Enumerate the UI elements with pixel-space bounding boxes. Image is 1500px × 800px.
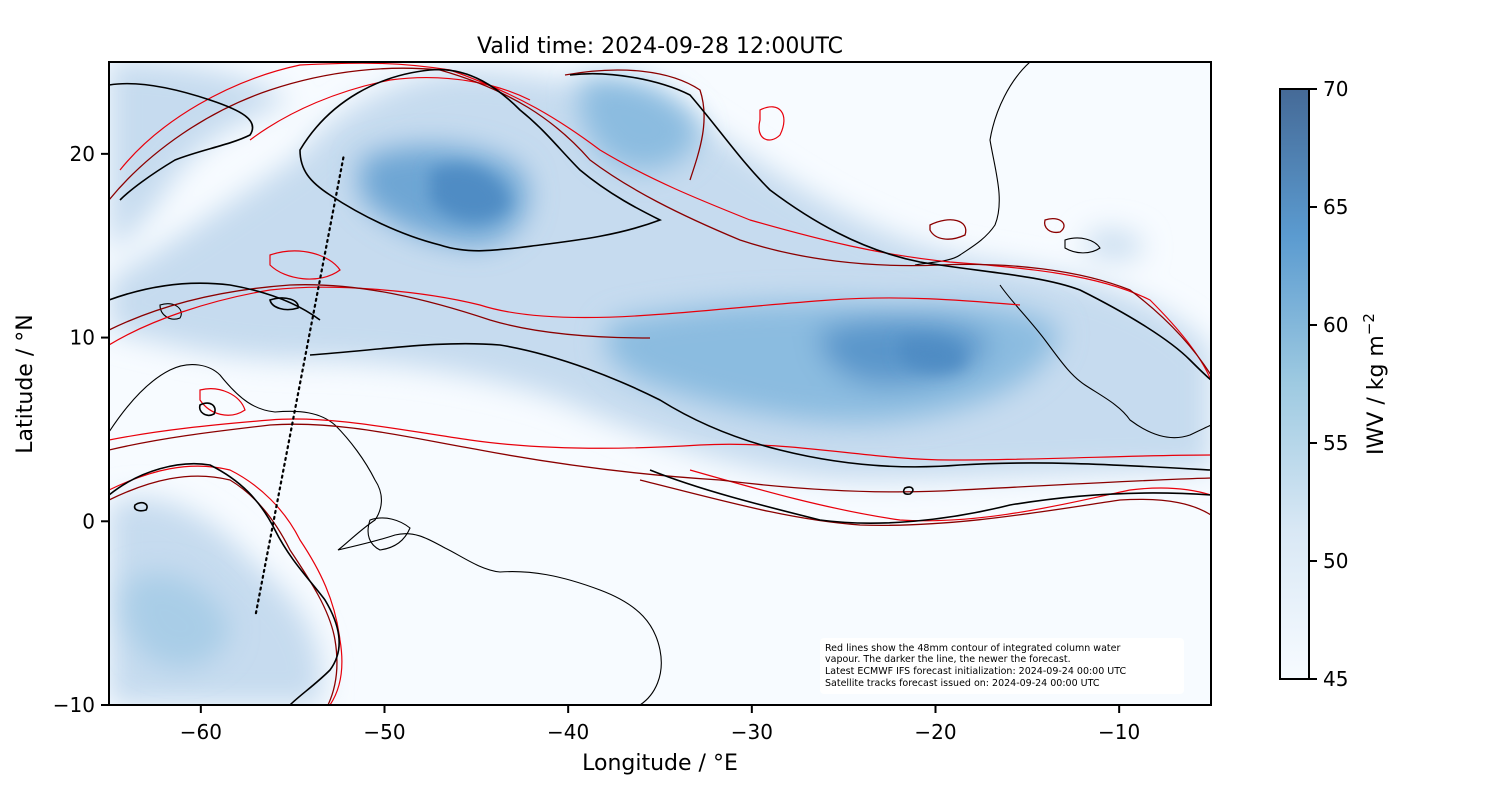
annotation-line: Latest ECMWF IFS forecast initialization… <box>825 666 1126 677</box>
colorbar-ticks: 45 50 55 60 65 70 <box>1309 77 1348 691</box>
y-tick-label: 20 <box>70 142 95 166</box>
annotation-line: Red lines show the 48mm contour of integ… <box>825 643 1120 654</box>
map-frame <box>108 61 1212 706</box>
x-tick-label: −30 <box>731 720 773 744</box>
annotation-box: Red lines show the 48mm contour of integ… <box>820 638 1184 694</box>
colorbar-tick-label: 45 <box>1323 667 1348 691</box>
x-tick-label: −20 <box>914 720 956 744</box>
iwv-shading <box>109 62 1211 705</box>
map-plot-area: Red lines show the 48mm contour of integ… <box>109 62 1211 705</box>
coastlines <box>109 62 1211 705</box>
x-axis-label: Longitude / °E <box>582 751 738 776</box>
x-tick-label: −40 <box>547 720 589 744</box>
map-title: Valid time: 2024-09-28 12:00UTC <box>477 34 843 59</box>
x-tick-label: −10 <box>1098 720 1140 744</box>
colorbar-tick-label: 65 <box>1323 195 1348 219</box>
x-tick-label: −60 <box>180 720 222 744</box>
colorbar-tick-label: 70 <box>1323 77 1348 101</box>
annotation-box-background <box>820 638 1184 694</box>
y-tick-label: 10 <box>70 326 95 350</box>
colorbar-label: IWV / kg m−2 <box>1360 313 1389 455</box>
x-tick-label: −50 <box>363 720 405 744</box>
colorbar-label-text: IWV / kg m <box>1364 335 1389 455</box>
annotation-line: vapour. The darker the line, the newer t… <box>825 654 1071 665</box>
x-axis-ticks: −60 −50 −40 −30 −20 −10 <box>180 705 1140 744</box>
colorbar-tick-label: 55 <box>1323 431 1348 455</box>
y-axis-ticks: −10 0 10 20 <box>53 142 109 717</box>
y-axis-label: Latitude / °N <box>13 314 38 453</box>
y-tick-label: 0 <box>82 509 95 533</box>
colorbar: 45 50 55 60 65 70 IWV / kg m−2 <box>1279 77 1389 691</box>
colorbar-label-superscript: −2 <box>1360 313 1378 335</box>
contours-mid <box>109 67 1211 705</box>
colorbar-tick-label: 50 <box>1323 549 1348 573</box>
y-tick-label: −10 <box>53 693 95 717</box>
satellite-track-line <box>254 152 346 615</box>
colorbar-gradient <box>1279 88 1310 680</box>
contours-newest <box>109 68 1211 705</box>
colorbar-tick-label: 60 <box>1323 313 1348 337</box>
annotation-line: Satellite tracks forecast issued on: 202… <box>825 678 1100 689</box>
contours-oldest <box>109 62 1211 705</box>
